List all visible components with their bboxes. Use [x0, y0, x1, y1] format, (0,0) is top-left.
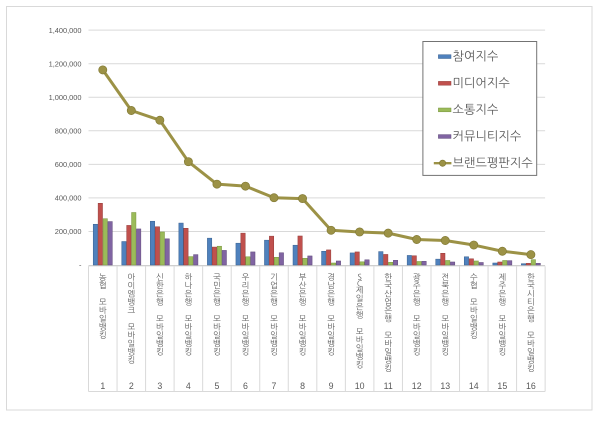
svg-text:600,000: 600,000	[55, 160, 82, 169]
svg-text:9: 9	[329, 381, 334, 391]
svg-text:14: 14	[469, 381, 479, 391]
svg-text:7: 7	[272, 381, 277, 391]
svg-text:13: 13	[440, 381, 450, 391]
svg-text:1: 1	[100, 381, 105, 391]
svg-text:800,000: 800,000	[55, 126, 82, 135]
svg-text:11: 11	[384, 381, 393, 391]
svg-text:1,000,000: 1,000,000	[49, 93, 82, 102]
svg-text:8: 8	[300, 381, 305, 391]
svg-text:200,000: 200,000	[55, 227, 82, 236]
svg-text:10: 10	[355, 381, 365, 391]
svg-text:1,200,000: 1,200,000	[49, 59, 82, 68]
svg-text:15: 15	[497, 381, 507, 391]
svg-text:4: 4	[186, 381, 191, 391]
svg-text:400,000: 400,000	[55, 194, 82, 203]
svg-text:1,400,000: 1,400,000	[49, 26, 82, 35]
svg-text:5: 5	[214, 381, 219, 391]
svg-text:3: 3	[157, 381, 162, 391]
svg-text:2: 2	[129, 381, 134, 391]
svg-text:16: 16	[526, 381, 536, 391]
svg-text:6: 6	[243, 381, 248, 391]
svg-text:-: -	[79, 261, 82, 270]
svg-text:12: 12	[412, 381, 422, 391]
